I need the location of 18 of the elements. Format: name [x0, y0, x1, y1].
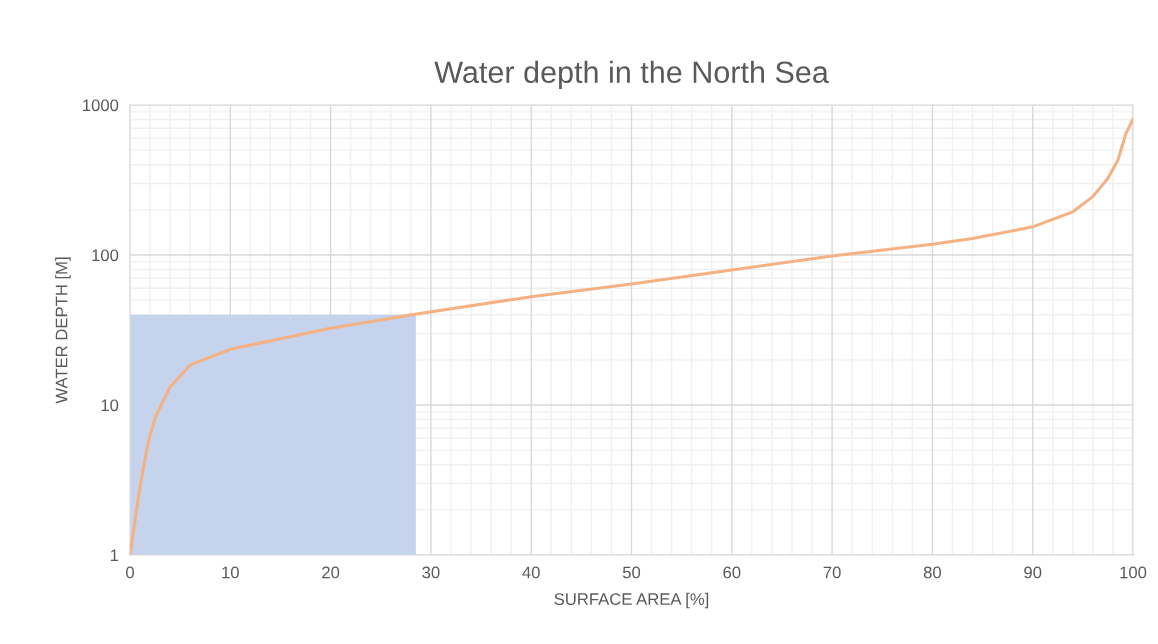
- x-tick-label: 10: [222, 566, 239, 579]
- x-tick-label: 40: [522, 566, 540, 579]
- x-tick-label: 60: [723, 566, 741, 579]
- y-tick-label: 10: [101, 399, 119, 412]
- y-tick-label: 100: [92, 249, 119, 262]
- x-axis-title: SURFACE AREA [%]: [554, 592, 709, 609]
- x-tick-label: 30: [422, 566, 440, 579]
- x-tick-label: 100: [1120, 566, 1147, 579]
- y-tick-label: 1000: [83, 99, 119, 112]
- chart-title: Water depth in the North Sea: [434, 60, 829, 90]
- y-tick-label: 1: [110, 549, 119, 562]
- x-tick-label: 80: [923, 566, 942, 579]
- x-tick-label: 50: [622, 566, 641, 579]
- x-tick-label: 90: [1024, 566, 1042, 579]
- y-axis-title: WATER DEPTH [M]: [55, 257, 71, 404]
- x-tick-label: 70: [823, 566, 841, 579]
- x-tick-label: 0: [126, 566, 134, 579]
- x-tick-label: 20: [322, 566, 340, 579]
